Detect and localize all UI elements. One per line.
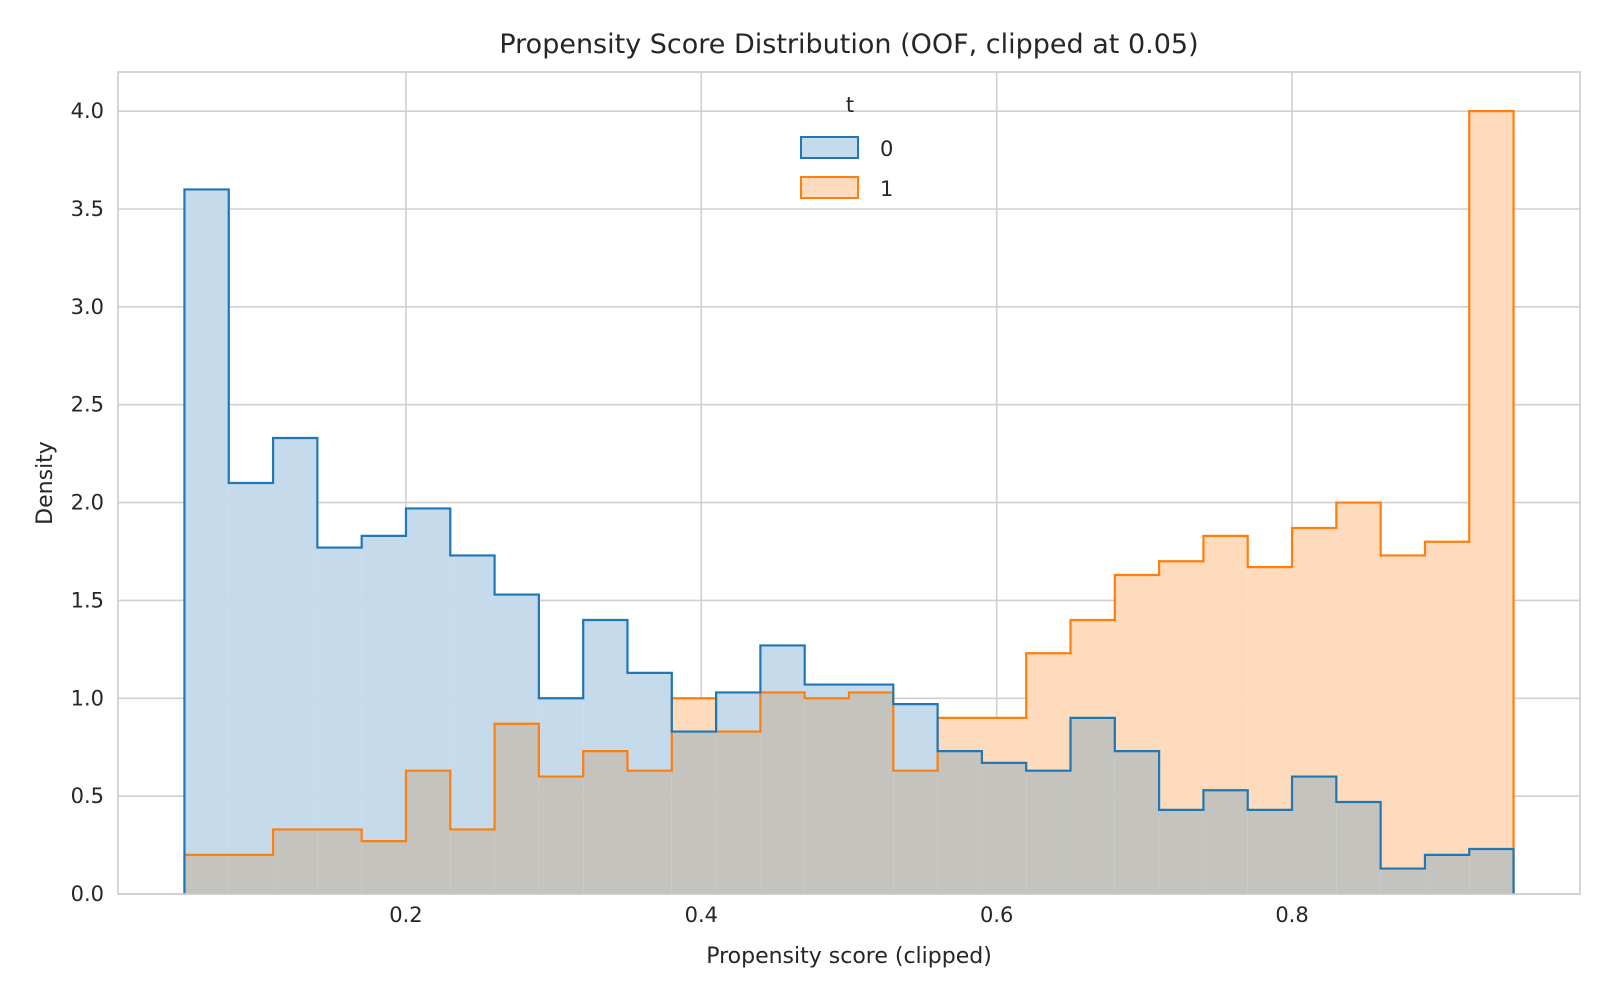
overlap-bar (671, 731, 717, 894)
outline-series-0 (183, 188, 1515, 894)
y-axis-label: Density (33, 441, 58, 525)
overlap-bar (583, 751, 628, 894)
x-axis-ticks: 0.2 0.4 0.6 0.8 (389, 903, 1308, 927)
bar-series-1 (1424, 541, 1470, 855)
bar-series-1 (1114, 574, 1160, 752)
legend-label-0: 0 (880, 137, 893, 161)
overlap-bar (1292, 776, 1337, 894)
bar-series-1 (1380, 555, 1425, 869)
histogram-fills (184, 111, 1514, 894)
overlap-bar (317, 829, 362, 894)
y-tick-label: 1.5 (71, 588, 104, 612)
bar-series-1 (937, 717, 982, 752)
x-tick-label: 0.2 (389, 903, 422, 927)
x-axis-label: Propensity score (clipped) (706, 944, 992, 969)
overlap-bar (1380, 868, 1425, 894)
bar-series-1 (1026, 653, 1071, 771)
bar-series-0 (228, 483, 274, 855)
legend-title: t (846, 93, 854, 117)
overlap-bar (228, 854, 274, 894)
bar-series-1 (1203, 535, 1248, 791)
overlap-bar (1247, 809, 1293, 894)
bar-series-0 (583, 620, 628, 752)
overlap-bar (1159, 809, 1204, 894)
overlap-bar (1114, 751, 1160, 894)
bar-series-0 (494, 594, 539, 724)
chart-title: Propensity Score Distribution (OOF, clip… (499, 29, 1198, 60)
x-tick-label: 0.4 (685, 903, 718, 927)
y-tick-label: 2.0 (71, 491, 104, 515)
legend-swatch-1 (800, 176, 859, 199)
bar-series-1 (1070, 620, 1115, 718)
bar-series-0 (849, 684, 894, 693)
bar-series-0 (716, 692, 761, 732)
histogram-outlines (183, 110, 1515, 894)
overlap-bar (893, 770, 938, 894)
overlap-bar (405, 770, 451, 894)
bar-series-0 (405, 508, 451, 771)
overlap-bar (981, 762, 1027, 894)
legend-label-1: 1 (880, 177, 893, 201)
bar-series-1 (1247, 567, 1293, 810)
bar-series-1 (1336, 502, 1381, 803)
bar-series-1 (981, 717, 1027, 763)
y-tick-label: 0.0 (71, 882, 104, 906)
y-tick-label: 3.5 (71, 197, 104, 221)
overlap-bar (450, 829, 495, 894)
legend-swatch-0 (800, 136, 859, 159)
overlap-bar (494, 723, 539, 894)
x-tick-label: 0.8 (1275, 903, 1308, 927)
bar-series-0 (317, 547, 362, 830)
bar-series-0 (760, 645, 805, 693)
bar-series-0 (184, 189, 229, 855)
overlap-bar (273, 829, 318, 894)
overlap-bar (760, 692, 805, 894)
y-tick-label: 0.5 (71, 784, 104, 808)
bar-series-0 (361, 535, 406, 842)
bar-series-0 (893, 704, 938, 771)
overlap-bar (804, 698, 849, 894)
y-axis-ticks: 0.0 0.5 1.0 1.5 2.0 2.5 3.0 3.5 4.0 (71, 99, 104, 906)
y-tick-label: 3.0 (71, 295, 104, 319)
overlap-bar (361, 841, 406, 894)
bar-series-1 (1469, 111, 1514, 849)
overlap-bar (1424, 854, 1470, 894)
overlap-bar (1070, 717, 1115, 894)
y-tick-label: 2.5 (71, 393, 104, 417)
overlap-bar (184, 854, 229, 894)
bar-series-0 (273, 437, 318, 830)
bar-series-0 (804, 684, 849, 699)
plot-frame (117, 71, 1581, 895)
overlap-bar (538, 776, 584, 894)
outline-series-1 (183, 110, 1515, 894)
bar-series-1 (671, 698, 717, 732)
bar-series-0 (450, 555, 495, 830)
overlap-bar (1203, 790, 1248, 894)
y-tick-label: 1.0 (71, 686, 104, 710)
x-tick-label: 0.6 (980, 903, 1013, 927)
overlap-bar (627, 770, 672, 894)
bar-series-0 (538, 698, 584, 777)
overlap-bar (1469, 848, 1514, 894)
bar-series-1 (1159, 561, 1204, 810)
bar-series-1 (1292, 528, 1337, 777)
overlap-bar (716, 731, 761, 894)
y-tick-label: 4.0 (71, 99, 104, 123)
legend: t 0 1 (800, 93, 893, 201)
overlap-bar (849, 692, 894, 894)
bar-series-0 (627, 672, 672, 771)
overlap-bar (1336, 802, 1381, 894)
overlap-bar (1026, 770, 1071, 894)
overlap-bar (937, 751, 982, 894)
